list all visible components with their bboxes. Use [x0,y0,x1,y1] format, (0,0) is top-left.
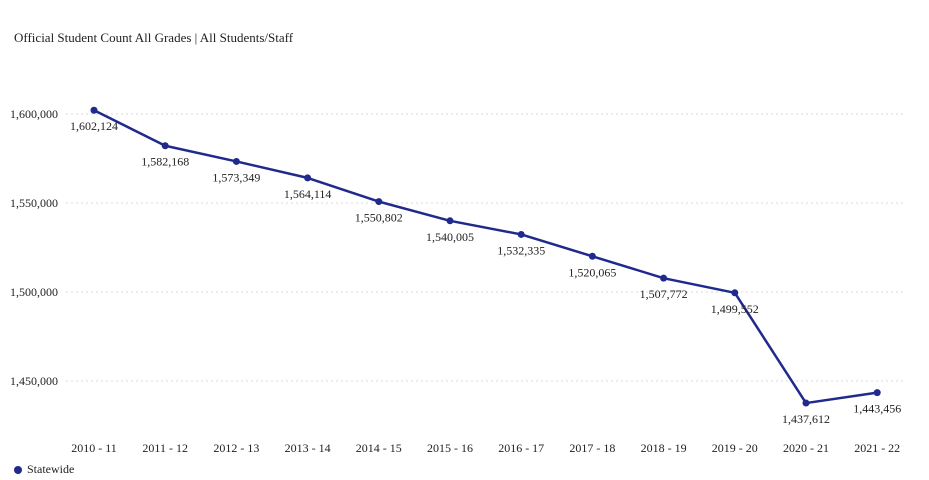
x-axis-ticks: 2010 - 11 2011 - 12 2012 - 13 2013 - 14 2014… [71,441,900,455]
data-label: 1,550,802 [355,211,403,225]
series-line [93,109,878,405]
data-label: 1,499,552 [711,302,759,316]
y-tick-label: 1,550,000 [10,196,58,210]
data-point [304,174,312,182]
data-label: 1,532,335 [497,243,545,257]
data-label: 1,582,168 [141,155,189,169]
chart-title: Official Student Count All Grades | All … [14,30,294,45]
data-point [873,389,881,397]
x-tick-label: 2010 - 11 [71,441,117,455]
data-label: 1,507,772 [640,287,688,301]
y-axis-ticks: 1,450,000 1,500,000 1,550,000 1,600,000 [10,107,58,388]
x-tick-label: 2017 - 18 [569,441,615,455]
x-tick-label: 2021 - 22 [854,441,900,455]
x-tick-label: 2011 - 12 [142,441,188,455]
data-point [90,106,98,114]
x-tick-label: 2020 - 21 [783,441,829,455]
data-point [375,198,383,206]
data-point [731,289,739,297]
x-tick-label: 2013 - 14 [285,441,331,455]
legend-label: Statewide [27,462,75,476]
x-tick-label: 2012 - 13 [213,441,259,455]
y-tick-label: 1,500,000 [10,285,58,299]
data-label: 1,540,005 [426,230,474,244]
legend[interactable]: Statewide [14,462,74,477]
y-tick-label: 1,450,000 [10,374,58,388]
series-statewide [90,106,881,407]
x-tick-label: 2019 - 20 [712,441,758,455]
y-tick-label: 1,600,000 [10,107,58,121]
data-point [232,157,240,165]
data-point [802,399,810,407]
data-point [161,142,169,150]
x-tick-label: 2018 - 19 [641,441,687,455]
data-label: 1,443,456 [853,402,901,416]
data-point [446,217,454,225]
gridlines [66,113,905,382]
x-tick-label: 2016 - 17 [498,441,544,455]
data-point [588,252,596,260]
data-point [660,274,668,282]
data-label: 1,573,349 [212,170,260,184]
x-tick-label: 2014 - 15 [356,441,402,455]
data-label: 1,437,612 [782,412,830,426]
data-label: 1,520,065 [568,265,616,279]
x-tick-label: 2015 - 16 [427,441,473,455]
data-labels: 1,602,124 1,582,168 1,573,349 1,564,114 1,55… [70,119,901,426]
data-label: 1,564,114 [284,187,332,201]
data-point [517,230,525,238]
legend-marker [14,465,22,474]
data-label: 1,602,124 [70,119,118,133]
